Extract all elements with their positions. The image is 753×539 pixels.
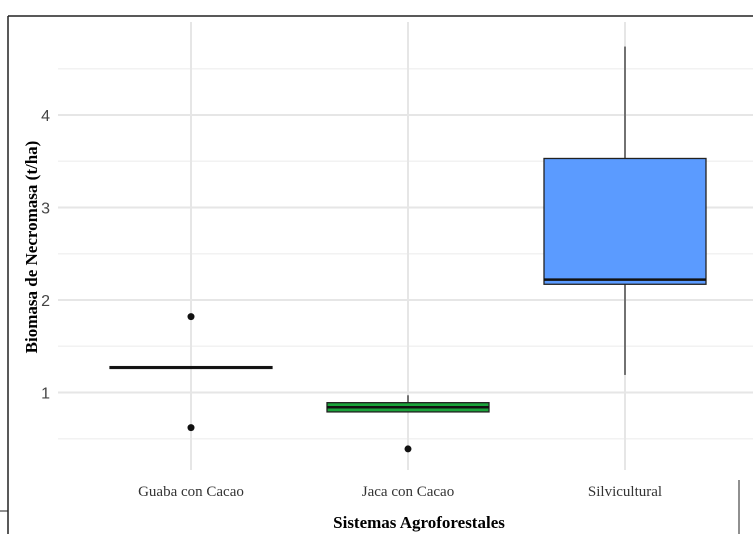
y-tick-label: 2 [41, 293, 50, 310]
y-tick-labels: 1 2 3 4 [41, 108, 50, 403]
x-tick-label: Jaca con Cacao [362, 484, 454, 500]
outlier-point [404, 445, 412, 453]
y-tick-label: 4 [41, 108, 50, 125]
outlier-point [187, 313, 195, 321]
x-tick-label: Guaba con Cacao [138, 484, 244, 500]
x-tick-labels: Guaba con Cacao Jaca con Cacao Silvicultur… [138, 484, 662, 500]
box-2 [326, 395, 490, 453]
y-tick-label: 3 [41, 201, 50, 218]
box-1 [109, 313, 273, 432]
x-axis-label: Sistemas Agroforestales [333, 513, 505, 532]
y-axis-label: Biomasa de Necromasa (t/ha) [22, 141, 41, 354]
boxes [109, 46, 707, 453]
grid [58, 22, 753, 470]
x-tick-label: Silvicultural [588, 484, 662, 500]
y-tick-label: 1 [41, 386, 50, 403]
outlier-point [187, 424, 195, 432]
box-3 [543, 46, 707, 375]
box-rect [543, 157, 707, 285]
